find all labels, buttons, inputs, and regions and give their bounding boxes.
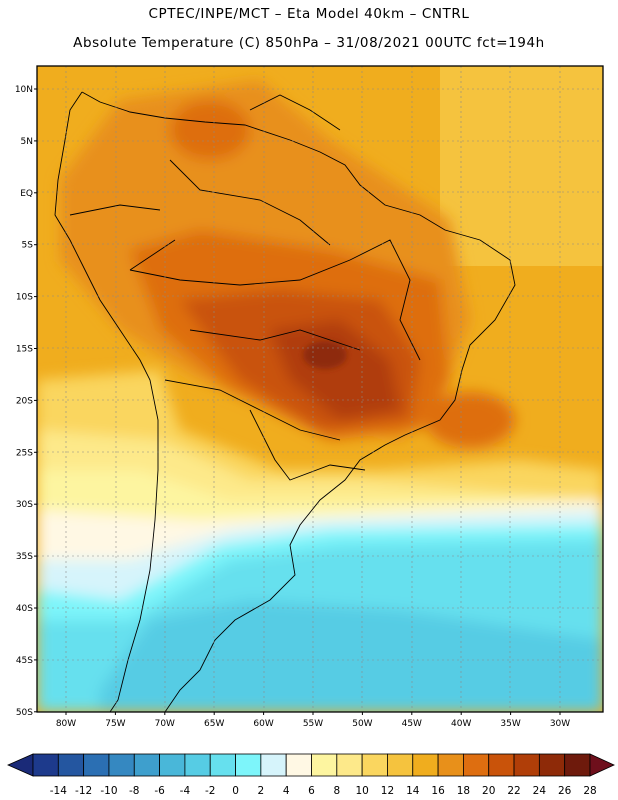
colorbar-swatch — [83, 753, 110, 777]
colorbar-swatch — [108, 753, 135, 777]
lat-label: 15S — [16, 345, 33, 355]
map-frame — [36, 65, 604, 713]
colorbar-swatch — [133, 753, 160, 777]
colorbar-swatch — [57, 753, 85, 777]
colorbar-label: 26 — [558, 785, 572, 797]
lat-label: 40S — [16, 604, 33, 614]
colorbar-swatch — [159, 753, 186, 777]
lat-label: 10S — [16, 293, 33, 303]
colorbar-label: 12 — [381, 785, 394, 797]
colorbar-high-arrow — [589, 753, 615, 777]
colorbar-label: 4 — [283, 785, 290, 797]
colorbar-swatch — [235, 753, 262, 777]
colorbar-swatch — [387, 753, 414, 777]
coastline-west — [54, 91, 159, 713]
colorbar-label: -10 — [100, 785, 117, 797]
colorbar-label: 20 — [482, 785, 495, 797]
chart-subtitle: Absolute Temperature (C) 850hPa – 31/08/… — [73, 35, 545, 51]
colorbar-label: 10 — [355, 785, 368, 797]
colorbar-label: -14 — [50, 785, 67, 797]
colorbar-label: -8 — [129, 785, 139, 797]
colorbar-label: 2 — [258, 785, 265, 797]
colorbar-swatch — [538, 753, 566, 777]
colorbar-swatch — [184, 753, 211, 777]
colorbar-swatch — [513, 753, 540, 777]
lon-label: 55W — [303, 719, 323, 729]
field-amazon-warm — [170, 100, 250, 160]
lat-label: 45S — [16, 656, 33, 666]
lon-label: 80W — [56, 719, 76, 729]
lon-label: 45W — [402, 719, 422, 729]
northern-borders — [69, 94, 341, 271]
longitude-labels: 80W 75W 70W 65W 60W 55W 50W 45W 40W 35W 30W — [56, 712, 570, 729]
colorbar-swatch — [412, 753, 439, 777]
colorbar-low-arrow — [7, 753, 34, 777]
colorbar-swatch — [488, 753, 515, 777]
field-max — [303, 341, 347, 369]
lon-label: 70W — [155, 719, 175, 729]
colorbar-swatch — [564, 753, 591, 777]
colorbar-label: -6 — [154, 785, 165, 797]
field-offshore-warm — [425, 392, 515, 448]
colorbar-label: -2 — [205, 785, 215, 797]
colorbar-swatch — [260, 753, 287, 777]
graticule — [37, 66, 603, 712]
colorbar-label: 24 — [533, 785, 547, 797]
chart-title: CPTEC/INPE/MCT – Eta Model 40km – CNTRL — [148, 6, 470, 22]
lat-label: 50S — [16, 708, 33, 718]
colorbar-label: 28 — [583, 785, 596, 797]
temperature-field — [37, 66, 603, 712]
lon-label: 50W — [352, 719, 372, 729]
colorbar-swatch — [336, 753, 363, 777]
colorbar-swatch — [285, 753, 312, 777]
political-borders — [129, 239, 421, 481]
lon-label: 75W — [105, 719, 125, 729]
colorbar-label: 14 — [406, 785, 420, 797]
colorbar-label: 0 — [232, 785, 239, 797]
lat-label: 35S — [16, 552, 33, 562]
lat-label: 5S — [22, 241, 34, 251]
colorbar-label: 16 — [431, 785, 445, 797]
lat-label: 30S — [16, 500, 33, 510]
lon-label: 60W — [253, 719, 273, 729]
lat-label: EQ — [20, 189, 33, 199]
colorbar-swatch — [32, 753, 59, 777]
colorbar-label: 18 — [457, 785, 470, 797]
lon-label: 65W — [204, 719, 224, 729]
latitude-labels: 10N 5N EQ 5S 10S 15S 20S 25S 30S 35S 40S 45S 50S — [15, 85, 37, 718]
colorbar-swatch — [463, 753, 490, 777]
colorbar-swatch — [311, 753, 338, 777]
coastlines — [54, 91, 516, 713]
colorbar-swatch — [437, 753, 464, 777]
field-atlantic-north — [440, 66, 603, 266]
colorbar-label: -12 — [75, 785, 92, 797]
colorbar: -14 -12 -10 -8 -6 -4 -2 0 2 4 6 8 10 12 14 16 18 20 22 24 26… — [7, 753, 615, 797]
lon-label: 30W — [550, 719, 570, 729]
colorbar-label: 8 — [333, 785, 340, 797]
lat-label: 20S — [16, 396, 33, 406]
field-land-26 — [270, 320, 400, 420]
lon-label: 35W — [500, 719, 520, 729]
colorbar-label: -4 — [180, 785, 191, 797]
colorbar-swatch — [209, 753, 236, 777]
lat-label: 10N — [15, 85, 33, 95]
colorbar-label: 6 — [308, 785, 315, 797]
lon-label: 40W — [451, 719, 471, 729]
colorbar-swatch — [361, 753, 388, 777]
lat-label: 5N — [21, 137, 33, 147]
field-band-m2 — [100, 600, 603, 712]
lat-label: 25S — [16, 448, 33, 458]
colorbar-label: 22 — [507, 785, 520, 797]
coastline-east — [81, 91, 516, 713]
